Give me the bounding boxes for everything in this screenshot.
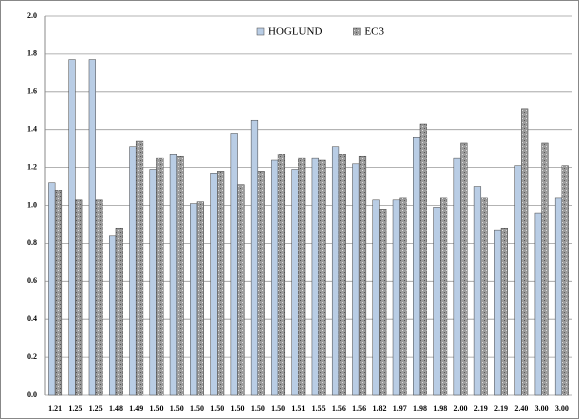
x-tick-label: 1.50: [170, 404, 184, 413]
legend-swatch-texture: [353, 28, 361, 35]
bar: [433, 207, 441, 396]
x-tick-label: 1.50: [190, 404, 204, 413]
bar-texture: [115, 228, 123, 395]
y-tick-label: 1.0: [27, 200, 37, 209]
bar-texture: [379, 209, 387, 395]
bar-texture: [237, 184, 245, 395]
x-tick-label: 2.19: [474, 404, 488, 413]
x-tick-label: 1.49: [129, 404, 143, 413]
bar: [352, 163, 360, 396]
bar-texture: [561, 165, 569, 395]
y-tick-label: 1.6: [27, 87, 37, 96]
bar-texture: [399, 197, 407, 395]
bar-texture: [217, 171, 224, 395]
bar-texture: [55, 190, 62, 395]
bar-texture: [460, 142, 468, 395]
x-tick-label: 1.50: [210, 404, 224, 413]
bar: [514, 165, 522, 396]
bar-texture: [176, 156, 184, 395]
x-tick-label: 1.50: [149, 404, 163, 413]
bar-texture: [541, 142, 549, 395]
bar: [129, 146, 137, 396]
bar: [271, 159, 279, 396]
bar: [554, 197, 563, 396]
bar: [230, 133, 238, 396]
y-tick-label: 0.6: [27, 276, 37, 285]
bar: [311, 157, 319, 396]
x-tick-label: 1.21: [48, 404, 62, 413]
x-tick-label: 1.50: [271, 404, 285, 413]
x-tick-label: 1.98: [433, 404, 447, 413]
x-tick-label: 1.56: [352, 404, 366, 413]
bar-texture: [338, 154, 346, 395]
bar: [169, 154, 178, 396]
x-tick-label: 1.48: [109, 404, 123, 413]
x-tick-label: 1.50: [251, 404, 265, 413]
bar-texture: [278, 154, 285, 395]
x-tick-label: 1.82: [372, 404, 386, 413]
bar: [413, 137, 421, 396]
bar: [331, 146, 340, 396]
y-tick-label: 1.8: [27, 49, 37, 58]
x-tick-label: 1.98: [413, 404, 427, 413]
y-tick-label: 0.8: [27, 238, 37, 247]
bar-texture: [257, 171, 265, 395]
y-tick-label: 1.4: [27, 125, 37, 134]
bar: [494, 229, 502, 396]
x-tick-label: 3.00: [555, 404, 569, 413]
legend-label: EC3: [364, 26, 384, 38]
bar: [48, 182, 56, 396]
x-tick-label: 1.55: [312, 404, 326, 413]
bar: [453, 157, 461, 396]
bar-texture: [318, 160, 326, 395]
bar-texture: [521, 108, 529, 395]
x-tick-label: 2.19: [494, 404, 508, 413]
x-tick-label: 1.25: [89, 404, 103, 413]
bar: [109, 235, 117, 396]
y-tick-label: 1.2: [27, 162, 37, 171]
bar-texture: [75, 199, 83, 395]
bar-texture: [95, 199, 103, 395]
legend-label: HOGLUND: [268, 26, 322, 38]
bar: [149, 169, 157, 396]
bar-texture: [419, 124, 427, 395]
bar-texture: [440, 197, 447, 395]
bar: [534, 212, 542, 396]
bar: [250, 119, 259, 396]
y-tick-label: 0.2: [27, 352, 37, 361]
legend-swatch: [256, 27, 265, 36]
bar: [473, 186, 482, 396]
y-tick-label: 0.4: [27, 314, 37, 323]
bar-texture: [136, 141, 143, 395]
x-tick-label: 1.50: [231, 404, 245, 413]
bar: [88, 59, 96, 396]
bar-texture: [197, 201, 204, 395]
bar: [210, 173, 218, 396]
bar: [392, 199, 400, 396]
bar-texture: [359, 156, 366, 395]
x-tick-label: 1.25: [68, 404, 82, 413]
bar: [190, 203, 198, 396]
bar-texture: [480, 197, 488, 395]
x-tick-label: 2.00: [454, 404, 468, 413]
bar-texture: [298, 158, 306, 395]
bar-texture: [156, 158, 164, 395]
x-tick-label: 1.56: [332, 404, 346, 413]
x-tick-label: 3.00: [535, 404, 549, 413]
y-tick-label: 2.0: [27, 11, 37, 20]
y-tick-label: 0.0: [27, 390, 37, 399]
x-tick-label: 1.51: [291, 404, 305, 413]
bar: [291, 169, 299, 396]
bar-texture: [501, 228, 508, 395]
bar: [68, 59, 76, 396]
bar: [372, 199, 380, 396]
x-tick-label: 1.97: [393, 404, 407, 413]
x-tick-label: 2.40: [514, 404, 528, 413]
